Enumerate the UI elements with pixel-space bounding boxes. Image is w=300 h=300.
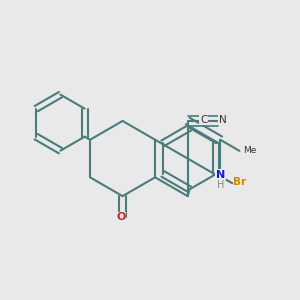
Text: Me: Me (244, 146, 257, 155)
Text: O: O (116, 212, 126, 222)
Text: H: H (217, 180, 224, 190)
Text: N: N (216, 169, 225, 180)
Text: C: C (200, 115, 207, 124)
Text: Br: Br (233, 177, 247, 187)
Text: N: N (219, 115, 226, 124)
